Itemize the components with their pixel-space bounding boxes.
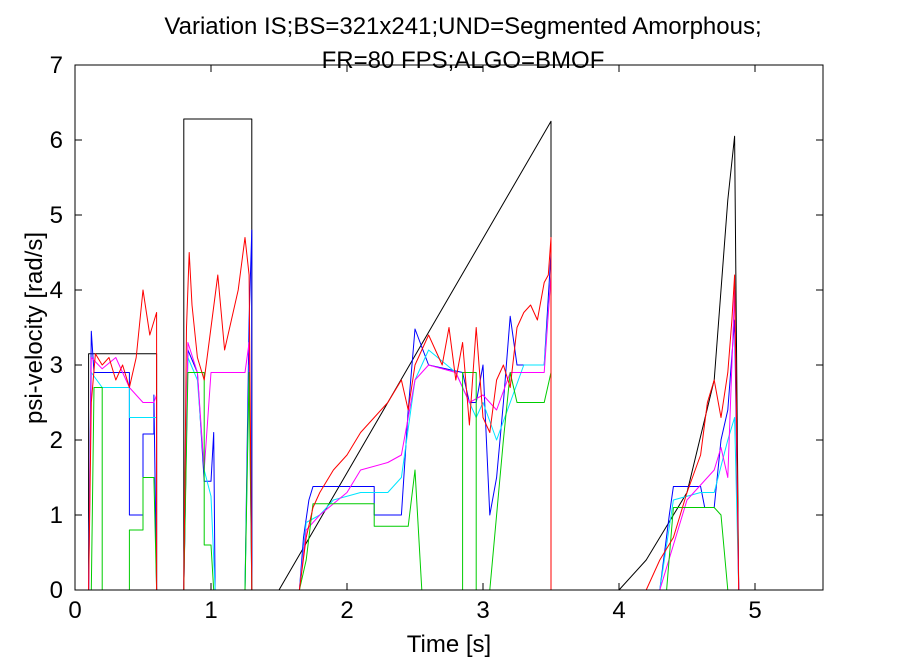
series-line-4 (75, 274, 823, 591)
chart-title-line2: FR=80 FPS;ALGO=BMOF (322, 47, 605, 74)
x-axis-label: Time [s] (407, 631, 491, 658)
y-tick-label: 0 (50, 577, 63, 604)
y-tick-label: 1 (50, 502, 63, 529)
x-tick-label: 5 (748, 597, 761, 624)
chart-title-line1: Variation IS;BS=321x241;UND=Segmented Am… (164, 13, 761, 40)
y-tick-label: 6 (50, 127, 63, 154)
x-tick-label: 3 (476, 597, 489, 624)
x-tick-label: 4 (612, 597, 625, 624)
y-axis-label: psi-velocity [rad/s] (21, 232, 48, 424)
y-tick-label: 7 (50, 52, 63, 79)
x-tick-label: 1 (204, 597, 217, 624)
x-tick-label: 2 (340, 597, 353, 624)
y-tick-label: 4 (50, 277, 63, 304)
y-tick-label: 5 (50, 202, 63, 229)
x-tick-label: 0 (68, 597, 81, 624)
y-tick-label: 2 (50, 427, 63, 454)
axis-ticks: 0 1 2 3 4 5 0 1 2 3 4 5 6 7 (50, 52, 823, 624)
y-tick-label: 3 (50, 352, 63, 379)
axes-frame (74, 64, 824, 591)
